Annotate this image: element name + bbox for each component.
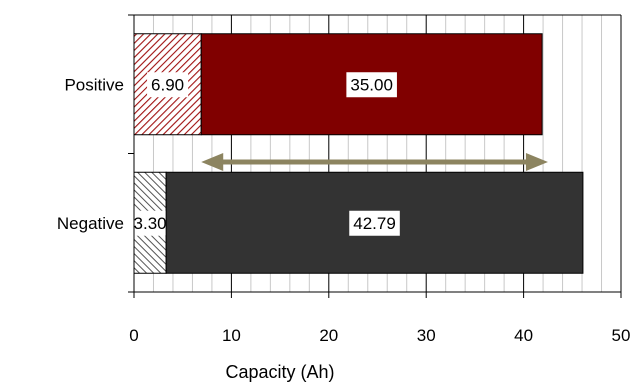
data-label-box [349,210,400,236]
x-tick-label: 50 [612,326,631,345]
x-tick-label: 40 [514,326,533,345]
double-arrow-head-right [525,153,548,171]
axes: Positive Negative 0 10 20 30 40 50 [57,14,631,345]
x-axis-title: Capacity (Ah) [225,362,334,382]
bars: 6.90 35.00 3.30 42.79 [129,33,584,274]
data-label-box [346,72,397,98]
x-tick-label: 10 [222,326,241,345]
data-label-box [147,72,189,98]
data-label: 35.00 [350,75,393,94]
data-label: 42.79 [353,214,396,233]
double-arrow-head-left [201,153,224,171]
data-label: 3.30 [134,214,167,233]
x-tick-label: 0 [129,326,138,345]
data-label: 6.90 [151,75,184,94]
data-label-box [129,210,171,236]
x-tick-label: 20 [319,326,338,345]
annotations [201,153,548,171]
x-tick-label: 30 [417,326,436,345]
category-label: Positive [64,75,124,94]
category-label: Negative [57,214,124,233]
